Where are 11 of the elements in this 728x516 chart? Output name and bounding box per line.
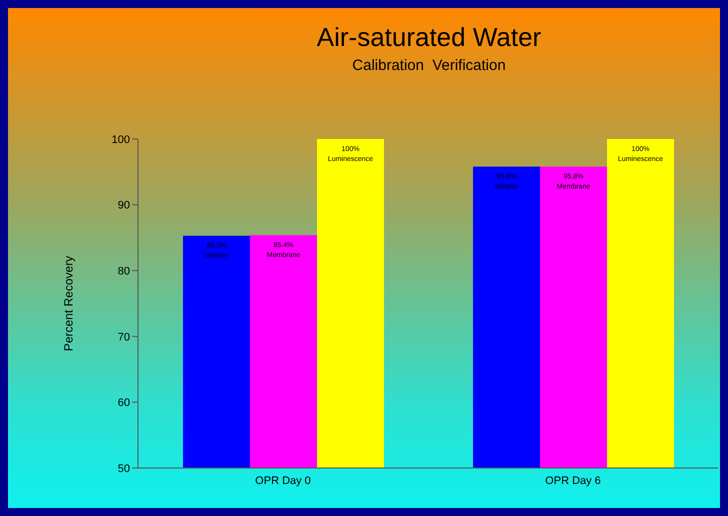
y-tick-label: 70	[118, 331, 130, 344]
y-tick-label: 100	[112, 134, 130, 146]
y-tick-label: 90	[118, 200, 130, 212]
y-tick-label: 80	[118, 266, 130, 278]
y-tick-label: 50	[118, 462, 130, 475]
y-axis-title: Percent Recovery	[61, 256, 76, 352]
x-tick-label: OPR Day 0	[255, 474, 311, 487]
chart-subtitle: Calibration Verification	[351, 57, 507, 74]
chart-title: Air-saturated Water	[316, 22, 542, 53]
y-tick-label: 60	[118, 397, 130, 410]
x-tick-label: OPR Day 6	[545, 474, 601, 487]
